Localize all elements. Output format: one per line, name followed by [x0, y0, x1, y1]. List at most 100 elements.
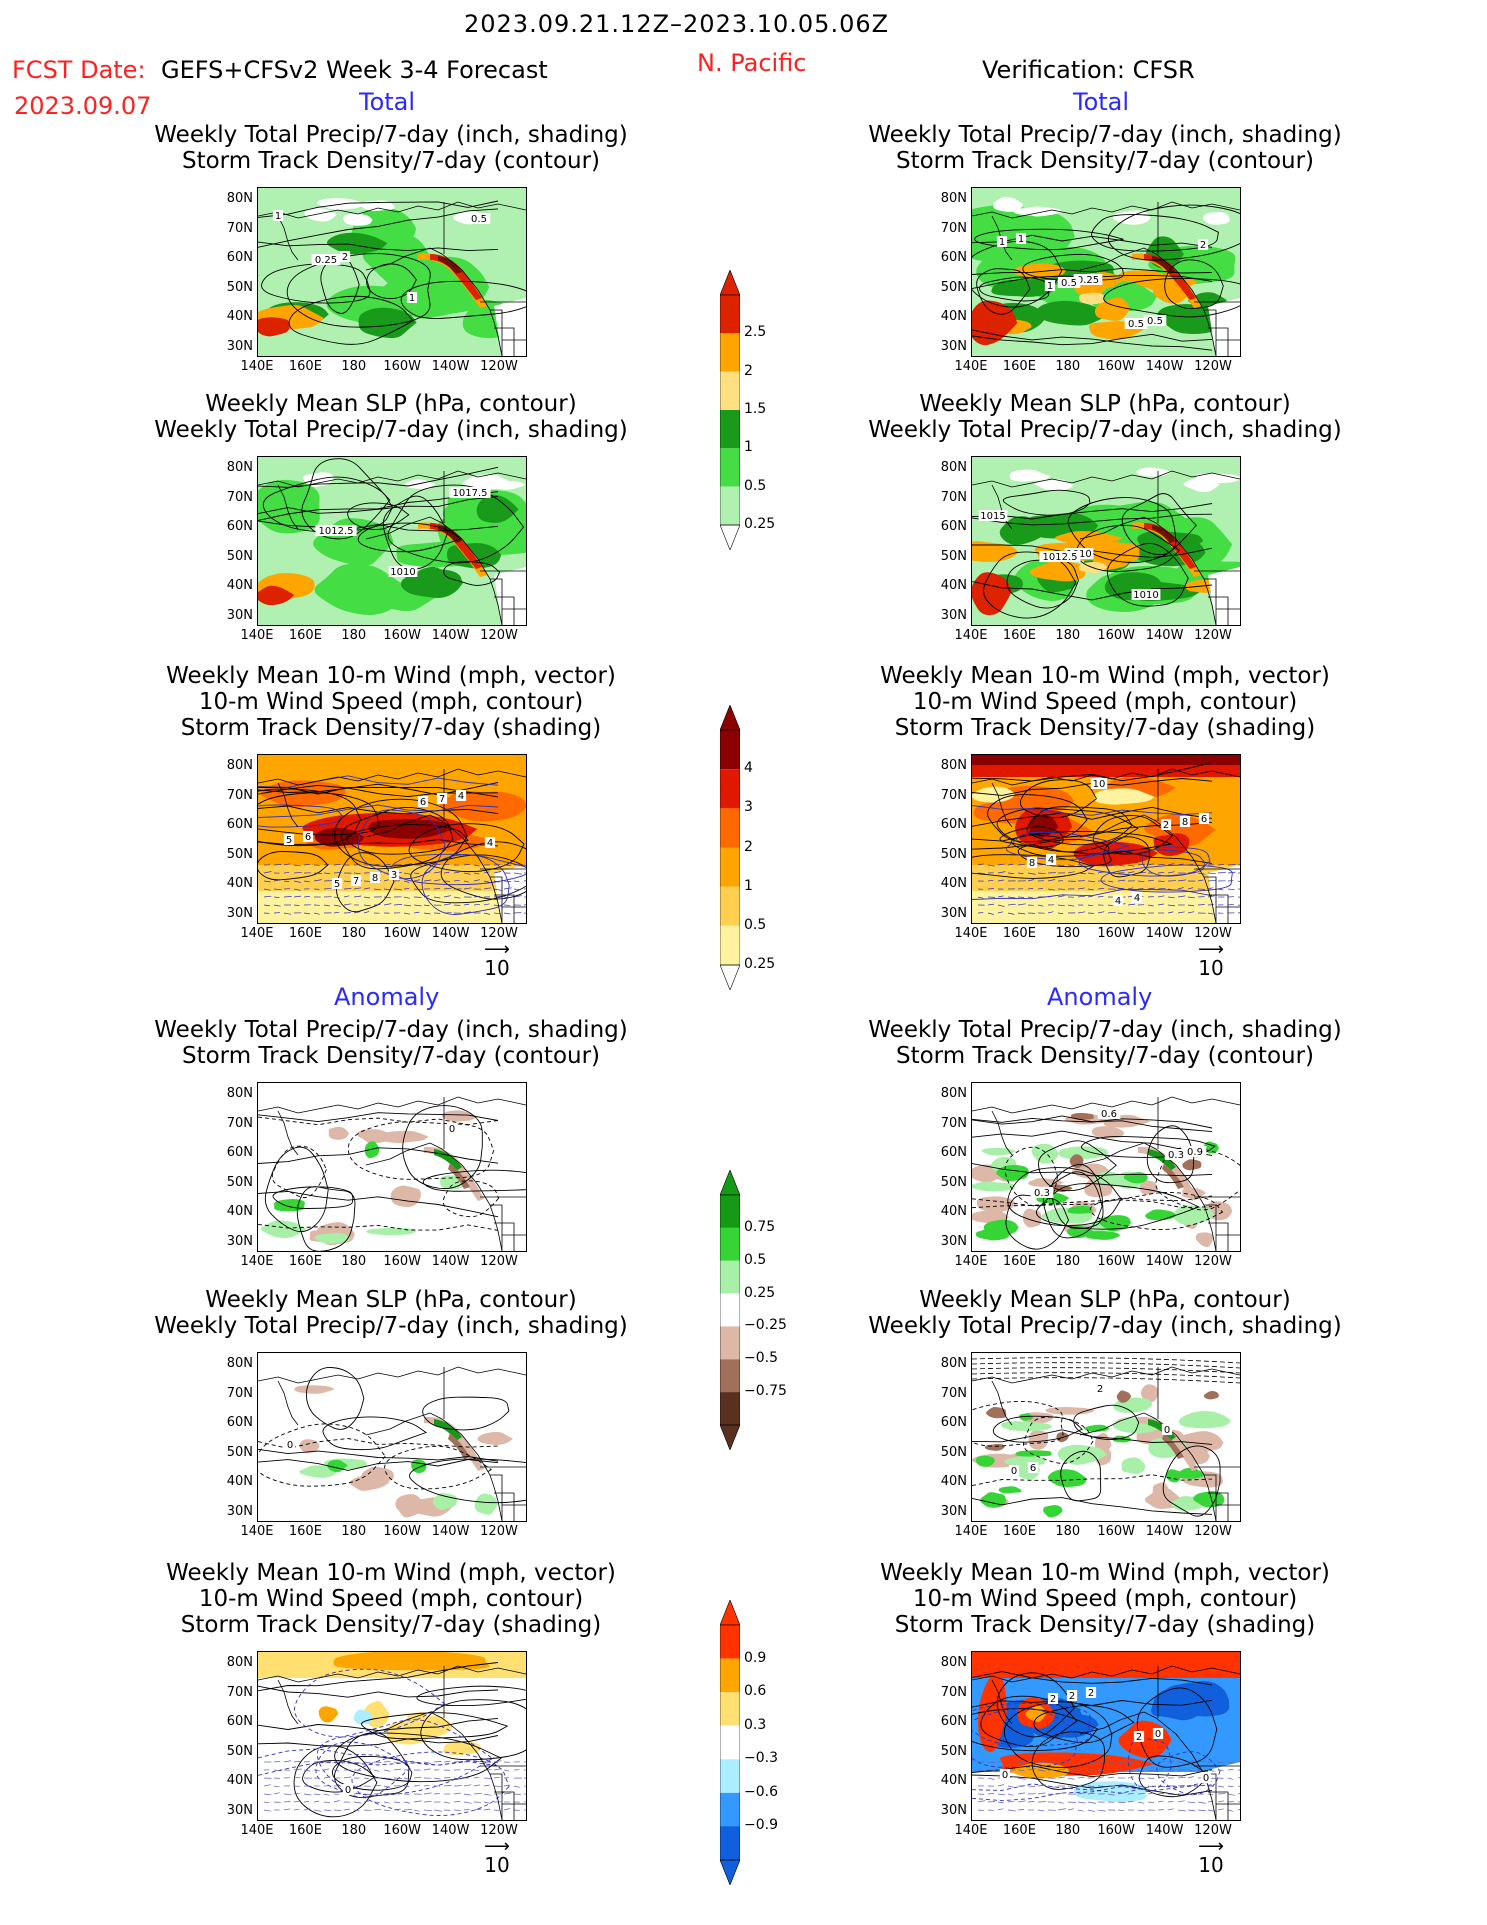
coastline	[258, 768, 526, 923]
colorbar-label: 3	[744, 799, 753, 816]
contour-label: 2	[1085, 1687, 1097, 1699]
lat-tick-label: 70N	[226, 489, 253, 505]
contour-label: 2	[339, 251, 351, 263]
lon-tick-label: 160W	[1097, 359, 1136, 374]
contour-label: 6	[417, 796, 429, 808]
colorbar-label: −0.3	[744, 1750, 778, 1767]
reference-vector: ⟶ 10	[1191, 1838, 1231, 1878]
lat-tick-label: 50N	[940, 1444, 967, 1460]
reference-vector: ⟶ 10	[477, 941, 517, 981]
lon-tick-label: 180	[341, 628, 367, 643]
lon-tick-label: 140W	[431, 1823, 470, 1838]
lon-tick-label: 140W	[1145, 1524, 1184, 1539]
lat-tick-label: 80N	[226, 1655, 253, 1670]
svg-text:1012.5: 1012.5	[1043, 552, 1078, 563]
lat-tick-label: 30N	[226, 905, 253, 921]
lon-tick-label: 120W	[1194, 628, 1232, 643]
map-plot: 1 0.25 0.5 1 0.5 0.5 2 1	[971, 187, 1241, 357]
lat-tick-label: 60N	[226, 1714, 253, 1729]
panel-title: Weekly Total Precip/7-day (inch, shading…	[154, 1017, 628, 1043]
colorbar-label: 2	[744, 838, 753, 855]
lat-tick-label: 40N	[226, 309, 253, 324]
lat-tick-label: 60N	[226, 817, 253, 832]
contour-label: 4	[1131, 892, 1143, 904]
lat-tick-label: 60N	[940, 1415, 967, 1430]
colorbar-label: −0.9	[744, 1817, 778, 1834]
svg-text:7: 7	[439, 794, 445, 805]
section-total-right: Total	[1073, 88, 1130, 116]
contour-label: 2	[1066, 1690, 1078, 1702]
colorbar-label: 0.25	[744, 516, 776, 532]
contour-label: 8	[369, 872, 381, 884]
colorbar-label: 0.9	[744, 1649, 767, 1666]
contour-label: 1012.5	[1039, 551, 1081, 563]
coastline	[972, 768, 1240, 923]
lat-tick-label: 30N	[226, 338, 253, 354]
lat-tick-label: 40N	[940, 578, 967, 593]
section-anomaly-right: Anomaly	[1047, 983, 1153, 1011]
contour-label: 1	[1044, 280, 1056, 292]
lon-tick-label: 180	[1055, 1524, 1081, 1539]
lat-tick-label: 30N	[940, 338, 967, 354]
svg-text:0.5: 0.5	[1128, 319, 1144, 330]
panel-title: Storm Track Density/7-day (shading)	[894, 1612, 1316, 1638]
contour-label: 2	[1094, 1383, 1106, 1395]
panel-title: Weekly Mean SLP (hPa, contour)	[919, 1287, 1291, 1313]
lat-tick-label: 70N	[940, 787, 967, 803]
map-plot: 3 4 6 8 7 5 7 6 4 5	[257, 754, 527, 924]
colorbar-label: −0.5	[744, 1350, 778, 1367]
panel-title: Storm Track Density/7-day (contour)	[895, 1043, 1315, 1069]
colorbar-label: −0.25	[744, 1317, 787, 1334]
reference-vector-value: 10	[484, 1853, 510, 1877]
svg-text:0.9: 0.9	[1187, 1147, 1203, 1158]
panel-title: Weekly Total Precip/7-day (inch, shading…	[154, 122, 628, 148]
svg-text:8: 8	[1182, 817, 1188, 828]
svg-text:0.6: 0.6	[1101, 1109, 1117, 1120]
lon-tick-label: 160E	[1002, 628, 1036, 643]
lon-tick-label: 180	[341, 359, 367, 374]
lat-tick-label: 50N	[226, 548, 253, 564]
lat-tick-label: 80N	[940, 1655, 967, 1670]
lon-tick-label: 120W	[480, 628, 518, 643]
fcst-date-value: 2023.09.07	[14, 92, 152, 120]
reference-vector-value: 10	[484, 956, 510, 980]
arrow-right-icon: ⟶	[1198, 939, 1224, 960]
svg-text:2: 2	[342, 252, 348, 263]
lon-tick-label: 160E	[288, 926, 322, 941]
lat-tick-label: 30N	[226, 1503, 253, 1519]
svg-text:0: 0	[1155, 1729, 1161, 1740]
lat-tick-label: 40N	[940, 1204, 967, 1219]
lat-tick-label: 30N	[940, 1233, 967, 1249]
panel-title: Storm Track Density/7-day (contour)	[181, 1043, 601, 1069]
coastline	[258, 201, 526, 356]
lat-tick-label: 60N	[226, 1415, 253, 1430]
lat-tick-label: 40N	[940, 1773, 967, 1788]
map-plot: 4 6 4 4 8 8 10 2	[971, 754, 1241, 924]
svg-text:2: 2	[1069, 1691, 1075, 1702]
svg-text:2: 2	[1136, 1732, 1142, 1743]
colorbar-label: 1	[744, 439, 753, 456]
lat-tick-label: 70N	[940, 1385, 967, 1401]
svg-text:8: 8	[372, 873, 378, 884]
lon-tick-label: 160E	[288, 359, 322, 374]
panel-title: Weekly Total Precip/7-day (inch, shading…	[154, 1313, 628, 1339]
contour-label: 2	[1197, 239, 1209, 251]
lat-tick-label: 40N	[226, 578, 253, 593]
lat-tick-label: 60N	[226, 1145, 253, 1160]
lon-tick-label: 180	[341, 926, 367, 941]
coastline	[972, 201, 1240, 356]
panel-title: Weekly Total Precip/7-day (inch, shading…	[868, 1313, 1342, 1339]
colorbar-label: 0.5	[744, 477, 767, 494]
contour-label: 0.9	[1183, 1146, 1207, 1158]
panel-title: Storm Track Density/7-day (shading)	[894, 715, 1316, 741]
lon-tick-label: 120W	[1194, 359, 1232, 374]
contour-label: 1015	[978, 510, 1008, 522]
contour-label: 0	[1161, 1424, 1173, 1436]
verification-title: Verification: CFSR	[982, 56, 1195, 84]
colorbar	[719, 1169, 741, 1454]
svg-text:0.3: 0.3	[1168, 1150, 1184, 1161]
contour-label: 7	[350, 875, 362, 887]
colorbar-label: 0.5	[744, 916, 767, 933]
contour-label: 0.3	[1030, 1187, 1054, 1199]
contour-label: 6	[302, 831, 314, 843]
